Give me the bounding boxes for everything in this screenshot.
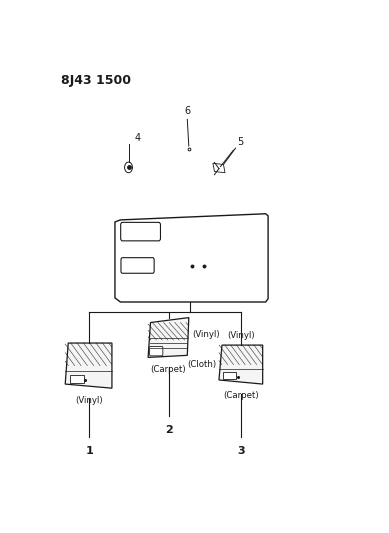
Bar	[70, 375, 84, 383]
Bar	[223, 373, 237, 379]
FancyBboxPatch shape	[121, 222, 161, 241]
FancyBboxPatch shape	[121, 257, 154, 273]
Text: (Vinyl): (Vinyl)	[75, 395, 102, 405]
Text: (Carpet): (Carpet)	[151, 365, 186, 374]
Text: 5: 5	[238, 137, 244, 147]
Polygon shape	[115, 214, 268, 302]
Text: 3: 3	[237, 446, 245, 456]
Polygon shape	[148, 318, 189, 358]
Text: 1: 1	[86, 446, 93, 456]
Text: (Vinyl): (Vinyl)	[193, 330, 220, 339]
Polygon shape	[213, 163, 225, 173]
Polygon shape	[65, 343, 112, 388]
Text: 6: 6	[184, 107, 190, 117]
Text: (Vinyl): (Vinyl)	[227, 331, 255, 340]
FancyBboxPatch shape	[150, 346, 163, 356]
Text: 2: 2	[165, 425, 172, 435]
Text: 4: 4	[135, 133, 141, 143]
Text: (Cloth): (Cloth)	[187, 360, 217, 369]
Text: 8J43 1500: 8J43 1500	[61, 74, 131, 87]
Text: (Carpet): (Carpet)	[223, 391, 259, 400]
Polygon shape	[219, 345, 263, 384]
